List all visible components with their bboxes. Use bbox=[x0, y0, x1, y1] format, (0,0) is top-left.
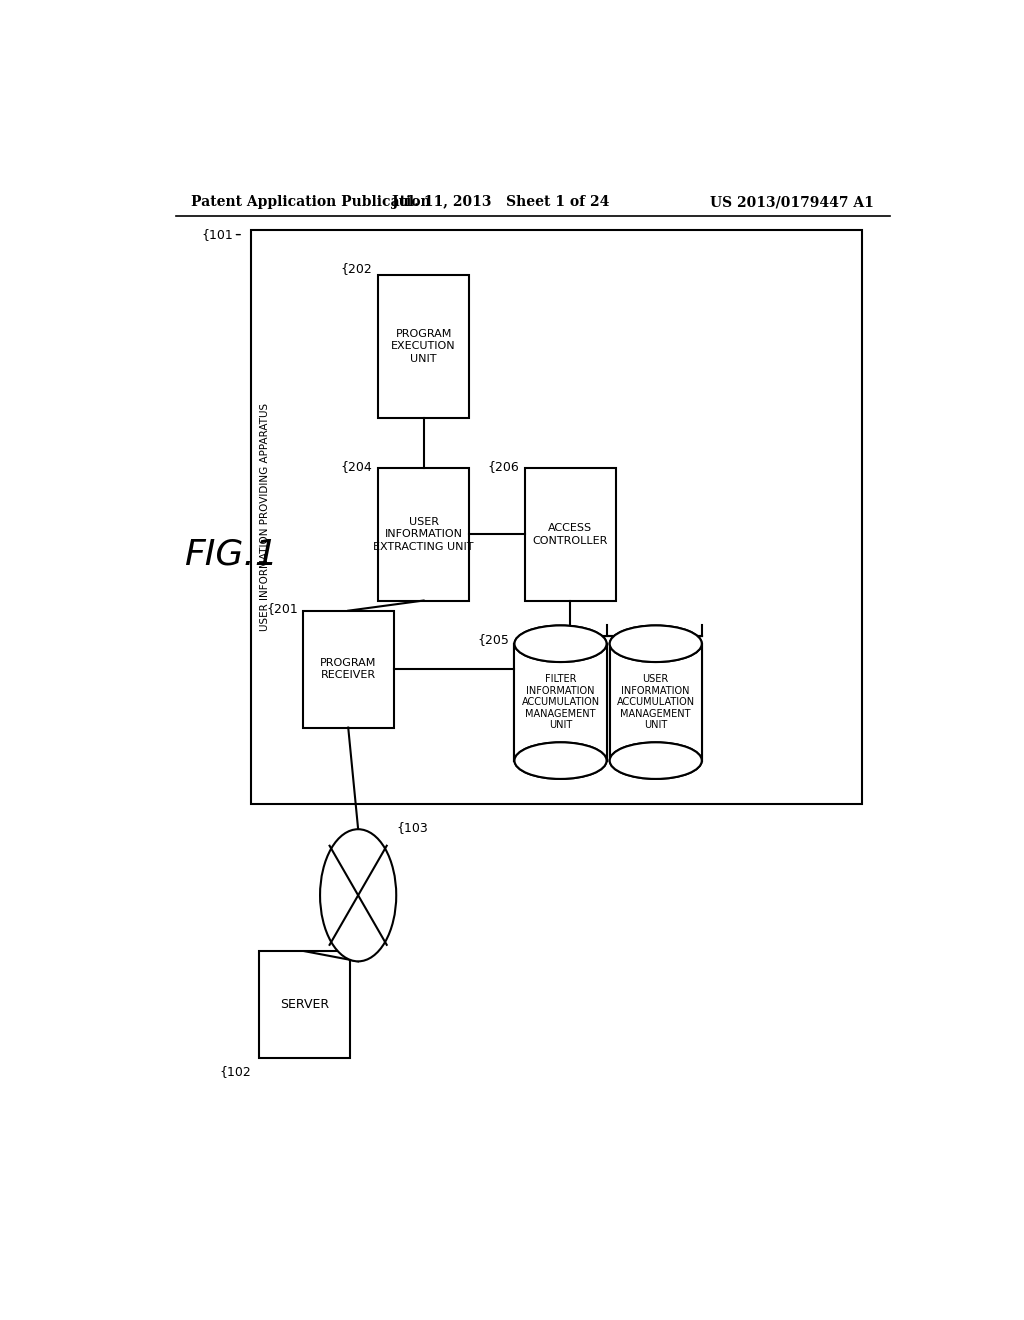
Ellipse shape bbox=[609, 742, 701, 779]
Text: PROGRAM
RECEIVER: PROGRAM RECEIVER bbox=[321, 657, 377, 680]
Bar bbox=[514, 644, 606, 760]
Text: {101: {101 bbox=[201, 228, 232, 242]
Text: {202: {202 bbox=[341, 261, 373, 275]
Text: PROGRAM
EXECUTION
UNIT: PROGRAM EXECUTION UNIT bbox=[391, 329, 456, 364]
Text: {102: {102 bbox=[219, 1065, 251, 1078]
Text: FIG.1: FIG.1 bbox=[183, 537, 278, 572]
Ellipse shape bbox=[609, 626, 701, 663]
Bar bbox=[378, 469, 469, 601]
Text: Jul. 11, 2013   Sheet 1 of 24: Jul. 11, 2013 Sheet 1 of 24 bbox=[392, 195, 609, 209]
Text: {201: {201 bbox=[267, 602, 299, 615]
Ellipse shape bbox=[609, 742, 701, 779]
Text: {203: {203 bbox=[572, 632, 604, 645]
Text: ACCESS
CONTROLLER: ACCESS CONTROLLER bbox=[532, 523, 608, 545]
Bar bbox=[524, 469, 616, 601]
Ellipse shape bbox=[514, 626, 606, 663]
Ellipse shape bbox=[514, 626, 606, 663]
Ellipse shape bbox=[514, 742, 606, 779]
Ellipse shape bbox=[609, 626, 701, 663]
Bar bbox=[378, 276, 469, 417]
Text: USER
INFORMATION
ACCUMULATION
MANAGEMENT
UNIT: USER INFORMATION ACCUMULATION MANAGEMENT… bbox=[616, 675, 695, 730]
Text: FILTER
INFORMATION
ACCUMULATION
MANAGEMENT
UNIT: FILTER INFORMATION ACCUMULATION MANAGEME… bbox=[521, 675, 600, 730]
Ellipse shape bbox=[514, 742, 606, 779]
Text: USER
INFORMATION
EXTRACTING UNIT: USER INFORMATION EXTRACTING UNIT bbox=[374, 517, 474, 552]
Ellipse shape bbox=[321, 829, 396, 961]
Bar bbox=[609, 644, 701, 760]
Bar bbox=[609, 644, 701, 760]
Text: US 2013/0179447 A1: US 2013/0179447 A1 bbox=[710, 195, 873, 209]
Bar bbox=[259, 952, 350, 1057]
Bar bbox=[514, 644, 606, 760]
Text: {103: {103 bbox=[396, 821, 428, 834]
Bar bbox=[303, 611, 394, 727]
Bar bbox=[251, 230, 862, 804]
Text: USER INFORMATION PROVIDING APPARATUS: USER INFORMATION PROVIDING APPARATUS bbox=[260, 403, 270, 631]
Text: SERVER: SERVER bbox=[280, 998, 329, 1011]
Text: {206: {206 bbox=[487, 459, 519, 473]
Text: Patent Application Publication: Patent Application Publication bbox=[191, 195, 431, 209]
Text: {204: {204 bbox=[341, 459, 373, 473]
Text: {205: {205 bbox=[477, 632, 509, 645]
